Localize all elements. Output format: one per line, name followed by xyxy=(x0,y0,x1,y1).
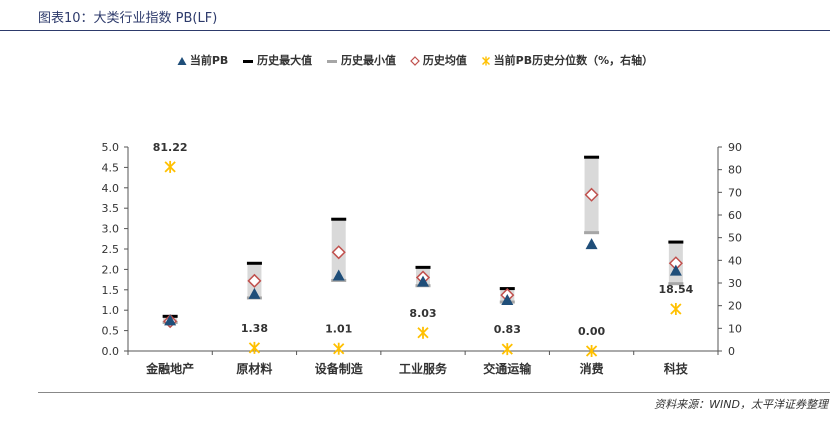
x-tick-label: 金融地产 xyxy=(145,361,194,376)
y-right-tick-label: 90 xyxy=(728,141,742,154)
y-right-tick-label: 50 xyxy=(728,232,742,245)
hist-min-mark xyxy=(584,231,600,235)
x-tick-label: 原材料 xyxy=(236,361,272,376)
percentile-mark xyxy=(333,342,345,355)
chart-legend: 当前PB 历史最大值 历史最小值 历史均值 当前PB历史分位数（%，右轴） xyxy=(0,52,830,68)
current-pb-mark xyxy=(164,314,177,326)
x-tick-label: 科技 xyxy=(664,361,689,376)
x-tick-label: 工业服务 xyxy=(399,361,448,376)
y-left-tick-label: 0.5 xyxy=(102,325,120,338)
hist-mean-mark xyxy=(584,187,599,202)
legend-label: 历史最大值 xyxy=(257,54,313,67)
hist-max-mark xyxy=(415,265,431,269)
percentile-mark xyxy=(164,160,176,173)
percentile-mark xyxy=(670,302,682,315)
current-pb-mark xyxy=(332,269,345,281)
dash-icon xyxy=(243,60,254,63)
percentile-data-label: 0.83 xyxy=(494,323,521,336)
current-pb-mark xyxy=(248,287,261,299)
x-tick-label: 消费 xyxy=(580,361,604,376)
chart-title: 图表10：大类行业指数 PB(LF) xyxy=(38,11,218,26)
y-left-tick-label: 3.0 xyxy=(102,223,120,236)
hist-mean-mark xyxy=(247,273,262,288)
current-pb-mark xyxy=(501,294,514,305)
legend-label: 当前PB xyxy=(189,54,229,67)
legend-item-hist-min: 历史最小值 xyxy=(326,52,396,68)
diamond-icon xyxy=(409,56,420,66)
y-right-tick-label: 0 xyxy=(728,345,735,358)
current-pb-mark xyxy=(585,238,598,250)
hist-max-mark xyxy=(584,155,600,159)
y-left-tick-label: 5.0 xyxy=(102,141,120,154)
legend-label: 当前PB历史分位数（%，右轴） xyxy=(493,54,654,67)
current-pb-mark xyxy=(417,275,429,287)
source-note: 资料来源：WIND，太平洋证券整理 xyxy=(654,398,828,411)
y-right-tick-label: 60 xyxy=(728,209,742,222)
percentile-mark xyxy=(248,341,261,354)
y-left-tick-label: 1.5 xyxy=(102,284,120,297)
hist-max-mark xyxy=(246,261,262,265)
hist-min-mark xyxy=(668,282,684,286)
y-right-tick-label: 80 xyxy=(728,164,742,177)
y-right-tick-label: 70 xyxy=(728,186,742,199)
x-tick-label: 设备制造 xyxy=(315,361,364,376)
legend-item-hist-mean: 历史均值 xyxy=(409,52,467,68)
current-pb-mark xyxy=(669,264,682,276)
y-left-tick-label: 2.5 xyxy=(102,243,120,256)
y-left-tick-label: 4.5 xyxy=(102,161,120,174)
y-left-tick-label: 2.0 xyxy=(102,263,120,276)
y-left-tick-label: 0.0 xyxy=(102,345,120,358)
dash-icon xyxy=(326,60,337,63)
y-left-tick-label: 4.0 xyxy=(102,182,120,195)
legend-item-current-pb: 当前PB xyxy=(177,52,228,68)
legend-item-percentile: 当前PB历史分位数（%，右轴） xyxy=(481,52,653,68)
percentile-mark xyxy=(501,343,513,356)
y-right-tick-label: 10 xyxy=(728,322,742,335)
percentile-mark xyxy=(585,345,598,357)
percentile-data-label: 1.38 xyxy=(241,322,268,335)
hist-mean-mark xyxy=(331,245,346,260)
y-right-tick-label: 40 xyxy=(728,254,742,267)
hist-max-mark xyxy=(331,217,347,221)
pb-chart: 0.0 0.5 1.0 1.5 2.0 2.5 3.0 3.5 4.0 4.5 5.0 0 10 20 30… xyxy=(102,141,743,376)
star-icon xyxy=(481,56,490,66)
percentile-data-label: 81.22 xyxy=(153,141,188,154)
triangle-icon xyxy=(177,57,187,65)
legend-label: 历史均值 xyxy=(422,54,467,67)
percentile-data-label: 0.00 xyxy=(578,325,605,338)
y-left-tick-label: 1.0 xyxy=(102,304,120,317)
legend-item-hist-max: 历史最大值 xyxy=(242,52,312,68)
percentile-data-label: 8.03 xyxy=(409,307,436,320)
percentile-data-label: 18.54 xyxy=(658,283,693,296)
x-tick-label: 交通运输 xyxy=(483,361,532,376)
percentile-mark xyxy=(417,326,429,339)
percentile-data-label: 1.01 xyxy=(325,323,352,336)
legend-label: 历史最小值 xyxy=(340,54,396,67)
title-bar: 图表10：大类行业指数 PB(LF) xyxy=(0,0,830,31)
divider xyxy=(38,392,830,393)
hist-max-mark xyxy=(668,240,684,244)
y-left-tick-label: 3.5 xyxy=(102,202,120,215)
y-right-tick-label: 30 xyxy=(728,277,742,290)
y-right-tick-label: 20 xyxy=(728,300,742,313)
